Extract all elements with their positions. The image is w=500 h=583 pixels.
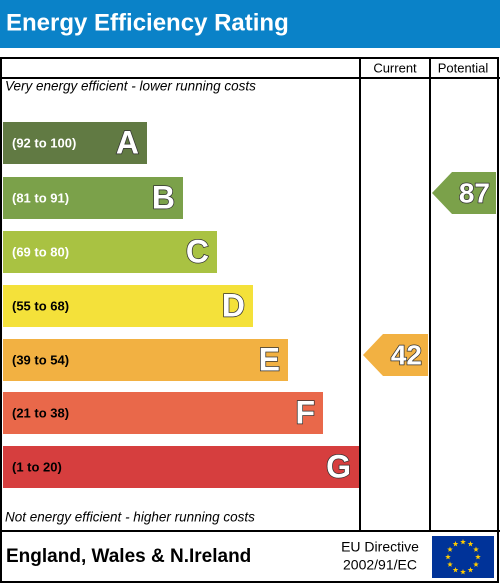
eu-star: [467, 566, 474, 573]
frame: [0, 57, 499, 583]
band-range: (69 to 80): [12, 244, 69, 259]
band-letter: D: [222, 287, 245, 323]
band-range: (81 to 91): [12, 190, 69, 205]
eu-star: [452, 541, 459, 547]
band-letter: A: [116, 124, 139, 160]
eu-star: [475, 554, 481, 560]
eu-star: [473, 546, 479, 552]
band-bar: [3, 285, 253, 327]
bottom-note: Not energy efficient - higher running co…: [5, 510, 255, 525]
band-range: (39 to 54): [12, 352, 69, 367]
band-letter: F: [295, 394, 315, 430]
band-letter: C: [186, 233, 209, 269]
region: England, Wales & N.Ireland: [6, 546, 251, 567]
rating-value: 87: [459, 177, 490, 208]
eu-star: [467, 541, 474, 547]
eu-star: [447, 546, 453, 552]
band-bar: [3, 392, 323, 434]
band-letter: G: [326, 448, 351, 484]
band-bar: [3, 231, 217, 273]
eu-star: [460, 569, 466, 575]
band-bar: [3, 177, 183, 219]
band-range: (21 to 38): [12, 405, 69, 420]
band-bar: [3, 339, 288, 381]
rating-arrow: [363, 334, 428, 376]
title: Energy Efficiency Rating: [6, 9, 289, 36]
directive: EU Directive: [341, 539, 419, 555]
band-bar: [3, 122, 147, 164]
header-bar: [0, 0, 500, 48]
rating-value: 42: [391, 339, 422, 370]
eu-star: [473, 561, 479, 567]
column-header: Potential: [438, 60, 489, 75]
band-letter: B: [152, 179, 175, 215]
band-range: (55 to 68): [12, 298, 69, 313]
eu-star: [445, 554, 451, 560]
band-letter: E: [259, 341, 280, 377]
eu-star: [452, 566, 459, 573]
directive: 2002/91/EC: [343, 557, 417, 573]
band-range: (1 to 20): [12, 459, 62, 474]
eu-star: [460, 539, 466, 545]
band-bar: [3, 446, 359, 488]
column-header: Current: [373, 60, 417, 75]
eu-stars: [445, 539, 481, 575]
eu-star: [447, 561, 453, 567]
top-note: Very energy efficient - lower running co…: [5, 79, 256, 94]
rating-arrow: [432, 172, 496, 214]
band-range: (92 to 100): [12, 135, 76, 150]
